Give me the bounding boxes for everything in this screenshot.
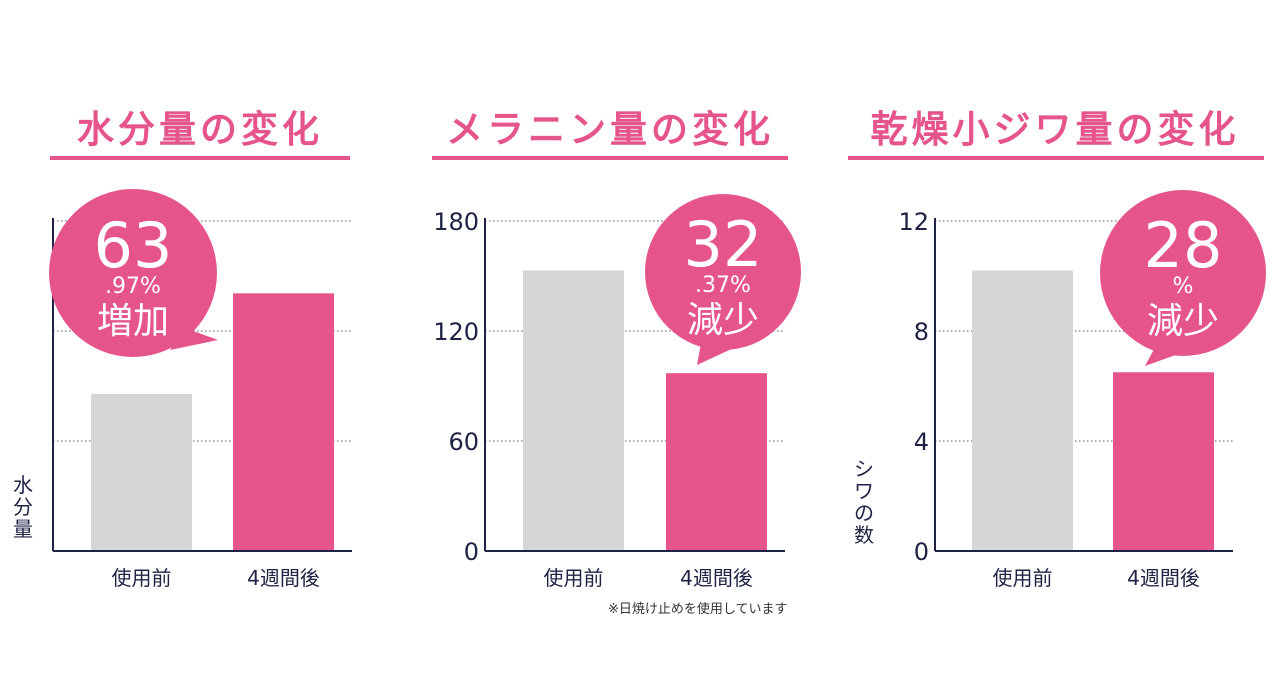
- chart-3-callout-percent: %: [1173, 274, 1194, 299]
- chart-1-bar-before: [91, 393, 192, 551]
- chart-3-category-label: 4週間後: [1127, 566, 1200, 590]
- chart-2-callout-bubble: [645, 194, 801, 350]
- chart-2-category-label: 使用前: [544, 566, 604, 590]
- chart-2-ytick-label: 60: [448, 428, 479, 456]
- chart-3-title: 乾燥小ジワ量の変化: [870, 108, 1240, 151]
- chart-3-title-rule: [848, 156, 1264, 160]
- chart-2-ytick-label: 0: [464, 538, 479, 566]
- chart-3-ytitle: シワの数: [854, 457, 874, 547]
- chart-2-ytick-label: 120: [433, 318, 479, 346]
- chart-2-callout-number: 32: [684, 208, 763, 281]
- chart-1-callout-word: 増加: [97, 301, 169, 342]
- chart-1-title-rule: [50, 156, 350, 160]
- chart-2-category-label: 4週間後: [680, 566, 753, 590]
- chart-2-bar-before: [523, 270, 624, 551]
- chart-3-callout-word: 減少: [1147, 301, 1219, 342]
- chart-3-ytick-label: 4: [914, 428, 929, 456]
- chart-1-callout-number: 63: [94, 209, 173, 282]
- chart-2-callout-percent: .37%: [695, 273, 751, 298]
- footnote: ※日焼け止めを使用しています: [608, 602, 788, 617]
- chart-1-category-label: 使用前: [112, 566, 172, 590]
- chart-3-bar-before: [972, 270, 1073, 551]
- chart-3-callout-bubble: [1100, 190, 1266, 356]
- chart-1-callout-percent: .97%: [105, 274, 161, 299]
- chart-2-ytick-label: 180: [433, 208, 479, 236]
- chart-3-ytick-label: 12: [898, 208, 929, 236]
- chart-3-ytick-label: 0: [914, 538, 929, 566]
- chart-2-bar-after: [666, 373, 767, 551]
- chart-1-category-label: 4週間後: [247, 566, 320, 590]
- chart-1-bar-after: [233, 293, 334, 551]
- chart-2-title: メラニン量の変化: [446, 108, 774, 151]
- chart-2-callout-word: 減少: [687, 300, 759, 341]
- chart-1-ytitle: 水分量: [13, 473, 33, 541]
- chart-3-callout-number: 28: [1144, 209, 1223, 282]
- chart-3-category-label: 使用前: [993, 566, 1053, 590]
- chart-1-title: 水分量の変化: [77, 108, 323, 151]
- chart-2-title-rule: [432, 156, 788, 160]
- chart-1-callout-bubble: [49, 189, 217, 357]
- chart-3-bar-after: [1113, 372, 1214, 551]
- chart-3-ytick-label: 8: [914, 318, 929, 346]
